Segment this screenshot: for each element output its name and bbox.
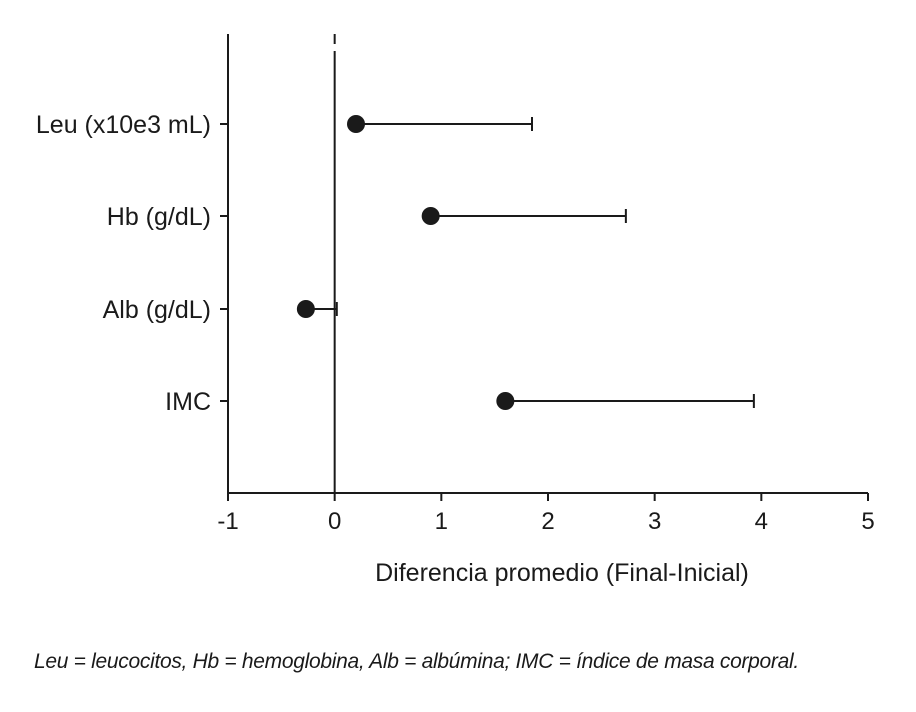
x-tick-label: 2	[541, 508, 554, 535]
x-tick-label: 0	[328, 508, 341, 535]
x-tick-label: 5	[861, 508, 874, 535]
data-point	[496, 392, 515, 410]
category-label: Hb (g/dL)	[107, 203, 211, 231]
category-label: IMC	[165, 388, 211, 416]
data-point	[421, 207, 440, 225]
data-point	[347, 115, 365, 133]
plot-axes	[227, 34, 868, 494]
category-label: Alb (g/dL)	[103, 296, 211, 324]
x-tick-label: -1	[217, 508, 238, 535]
data-marks	[296, 115, 755, 410]
x-axis-ticks: -1 0 1 2 3 4 5	[217, 493, 875, 535]
category-label: Leu (x10e3 mL)	[36, 111, 211, 139]
figure-caption: Leu = leucocitos, Hb = hemoglobina, Alb …	[34, 650, 799, 673]
x-axis-label: Diferencia promedio (Final-Inicial)	[375, 559, 749, 587]
y-axis-categories: Leu (x10e3 mL) Hb (g/dL) Alb (g/dL) IMC	[36, 111, 228, 416]
x-tick-label: 4	[755, 508, 768, 535]
data-point	[296, 300, 315, 318]
x-tick-label: 3	[648, 508, 661, 535]
x-tick-label: 1	[435, 508, 448, 535]
